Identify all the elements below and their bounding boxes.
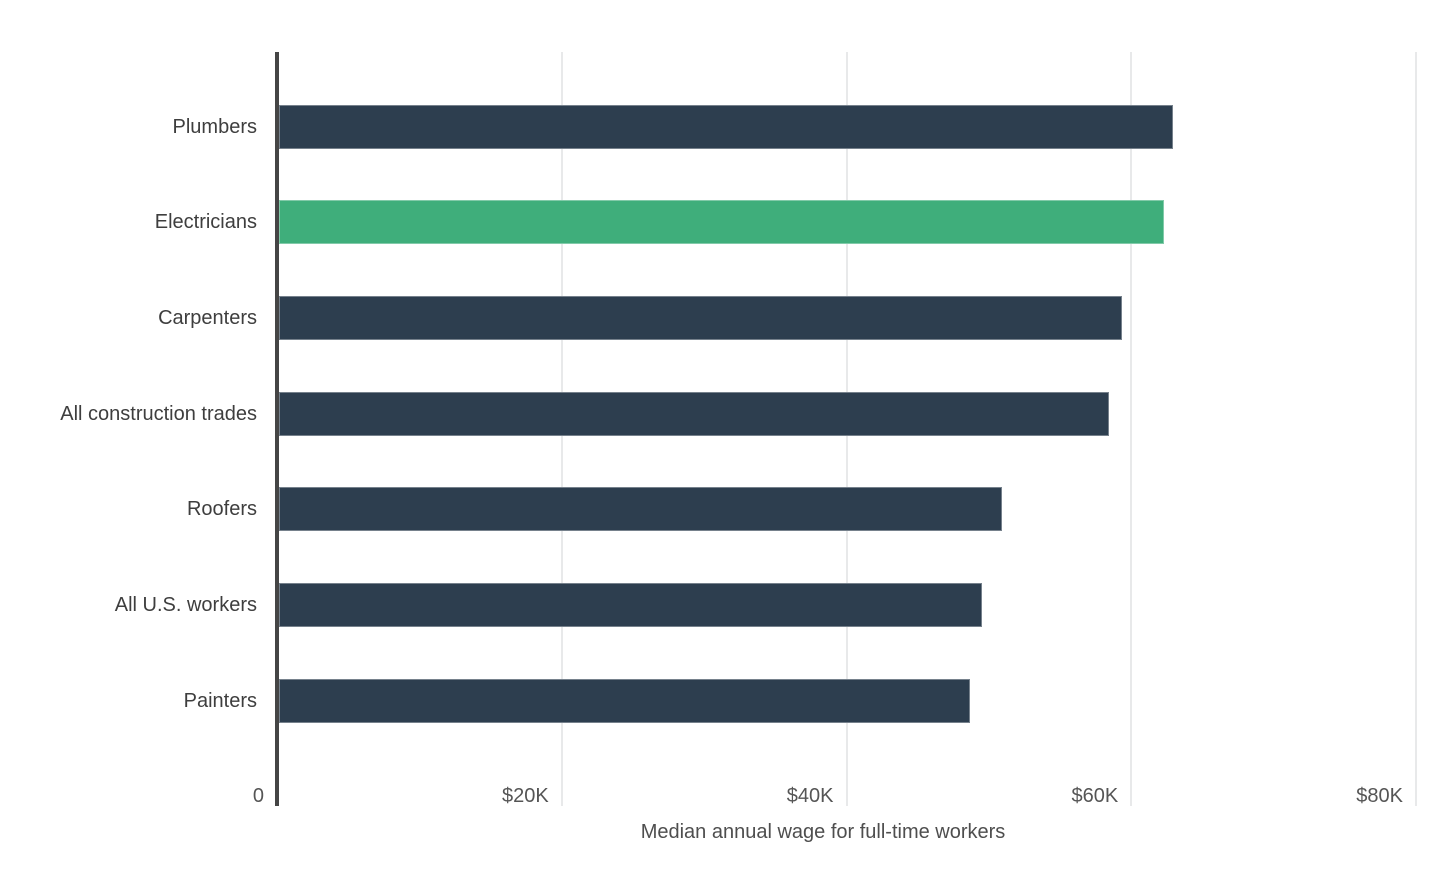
category-label-all-construction-trades: All construction trades — [60, 402, 257, 425]
bar-all-construction-trades — [279, 391, 1110, 436]
category-label-all-u-s-workers: All U.S. workers — [114, 593, 257, 616]
category-label-carpenters: Carpenters — [158, 306, 257, 329]
x-axis-title: Median annual wage for full-time workers — [640, 821, 1006, 843]
x-tick-label-40k: $40K — [786, 785, 834, 807]
x-tick-label-0: 0 — [252, 785, 264, 807]
bar-painters — [279, 678, 971, 723]
plot-area — [275, 52, 1417, 806]
category-label-roofers: Roofers — [186, 498, 257, 521]
bar-plumbers — [279, 104, 1173, 149]
category-label-plumbers: Plumbers — [172, 115, 257, 138]
x-tick-label-20k: $20K — [502, 785, 549, 807]
x-tick-label-80k: $80K — [1356, 785, 1403, 807]
bar-electricians — [279, 200, 1164, 245]
category-label-painters: Painters — [183, 689, 257, 712]
bar-roofers — [279, 487, 1003, 532]
gridline-60000 — [1130, 52, 1133, 806]
bar-all-u-s-workers — [279, 582, 983, 627]
zero-axis-line — [275, 52, 279, 806]
x-tick-label-60k: $60K — [1071, 785, 1119, 807]
category-label-electricians: Electricians — [154, 211, 257, 234]
gridline-80000 — [1415, 52, 1417, 806]
bar-carpenters — [279, 295, 1122, 340]
